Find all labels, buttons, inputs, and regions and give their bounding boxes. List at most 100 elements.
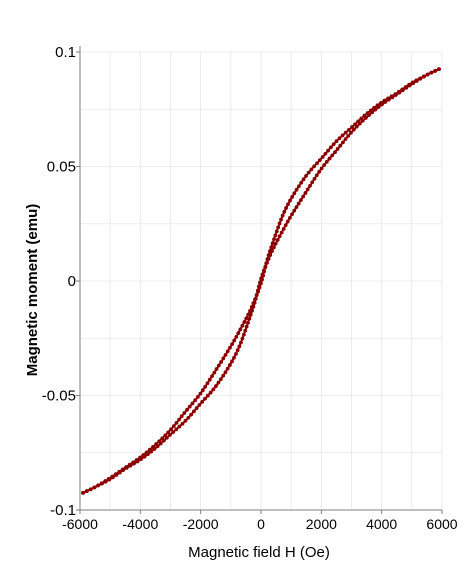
data-point bbox=[205, 381, 210, 386]
data-point bbox=[251, 304, 256, 309]
data-point bbox=[304, 174, 308, 178]
data-point bbox=[429, 70, 434, 75]
data-point bbox=[314, 173, 319, 178]
data-point bbox=[285, 219, 290, 224]
data-point bbox=[234, 334, 239, 339]
data-point bbox=[96, 483, 101, 488]
data-point bbox=[236, 331, 241, 336]
data-point bbox=[174, 427, 179, 432]
data-point bbox=[275, 238, 280, 242]
data-point bbox=[139, 457, 143, 462]
data-point bbox=[221, 373, 226, 378]
data-point bbox=[292, 191, 297, 196]
data-point bbox=[248, 312, 253, 317]
y-axis-title: Magnetic moment (emu) bbox=[24, 204, 41, 377]
data-point bbox=[107, 477, 112, 482]
data-point bbox=[240, 336, 245, 341]
data-point bbox=[418, 76, 423, 81]
data-point bbox=[193, 398, 198, 403]
data-point bbox=[312, 176, 317, 181]
data-point bbox=[422, 74, 426, 79]
data-point bbox=[180, 421, 185, 426]
data-point bbox=[216, 380, 221, 385]
data-point bbox=[380, 102, 384, 107]
data-point bbox=[296, 201, 301, 206]
data-point bbox=[271, 245, 276, 250]
data-point bbox=[198, 391, 203, 396]
data-point bbox=[411, 81, 416, 86]
data-point bbox=[306, 170, 311, 175]
data-point bbox=[255, 288, 260, 293]
x-tick-label: 2000 bbox=[306, 516, 337, 532]
y-tick-label: 0 bbox=[68, 273, 76, 290]
data-point bbox=[214, 367, 219, 371]
data-point bbox=[261, 268, 266, 273]
y-tick-label: -0.1 bbox=[50, 502, 76, 519]
data-point bbox=[103, 479, 108, 484]
data-point bbox=[343, 137, 348, 142]
data-point bbox=[333, 150, 337, 155]
data-point bbox=[110, 475, 115, 480]
x-tick-label: 0 bbox=[257, 516, 265, 532]
data-point bbox=[187, 404, 192, 409]
data-point bbox=[169, 427, 173, 432]
data-point bbox=[346, 134, 351, 138]
data-point bbox=[319, 166, 324, 171]
data-point bbox=[294, 205, 299, 210]
data-point bbox=[84, 489, 89, 493]
data-point bbox=[327, 156, 332, 161]
data-point bbox=[242, 320, 247, 324]
data-point bbox=[294, 187, 299, 192]
data-point bbox=[237, 344, 242, 349]
data-point bbox=[218, 377, 223, 382]
data-point bbox=[386, 97, 391, 102]
data-point bbox=[254, 292, 259, 297]
data-point bbox=[383, 100, 388, 104]
data-point bbox=[437, 67, 441, 72]
data-point bbox=[244, 316, 249, 321]
data-point bbox=[322, 163, 327, 167]
data-point bbox=[200, 399, 205, 404]
data-point bbox=[280, 213, 285, 218]
data-point bbox=[195, 395, 200, 399]
data-point bbox=[174, 420, 179, 425]
data-point bbox=[287, 215, 292, 220]
x-tick-label: 6000 bbox=[426, 516, 457, 532]
data-point bbox=[308, 183, 312, 188]
data-point bbox=[152, 447, 157, 451]
data-point bbox=[239, 340, 243, 345]
data-point bbox=[317, 158, 322, 163]
data-point bbox=[404, 85, 409, 90]
data-point bbox=[155, 444, 160, 449]
data-point bbox=[290, 195, 295, 199]
data-point bbox=[223, 352, 228, 357]
y-tick-label: 0.1 bbox=[55, 44, 76, 61]
data-point bbox=[393, 93, 398, 97]
data-point bbox=[292, 208, 297, 213]
data-point bbox=[185, 407, 189, 412]
data-point bbox=[338, 143, 343, 148]
data-point bbox=[341, 140, 345, 145]
data-point bbox=[400, 88, 405, 93]
data-point bbox=[244, 324, 249, 329]
data-point bbox=[326, 148, 330, 153]
data-point bbox=[276, 225, 281, 230]
data-point bbox=[330, 153, 335, 158]
data-point bbox=[227, 363, 232, 367]
x-axis-title: Magnetic field H (Oe) bbox=[188, 544, 330, 561]
data-point bbox=[324, 159, 329, 164]
data-point bbox=[270, 241, 275, 246]
data-point bbox=[214, 384, 218, 388]
data-point bbox=[100, 481, 104, 486]
data-point bbox=[247, 316, 252, 321]
data-point bbox=[232, 338, 237, 343]
data-point bbox=[279, 230, 284, 235]
data-point bbox=[274, 229, 279, 234]
data-point bbox=[273, 233, 278, 238]
data-point bbox=[207, 377, 212, 382]
data-point bbox=[266, 256, 271, 261]
data-point bbox=[211, 387, 216, 392]
data-point bbox=[228, 345, 232, 350]
data-point bbox=[223, 370, 228, 375]
